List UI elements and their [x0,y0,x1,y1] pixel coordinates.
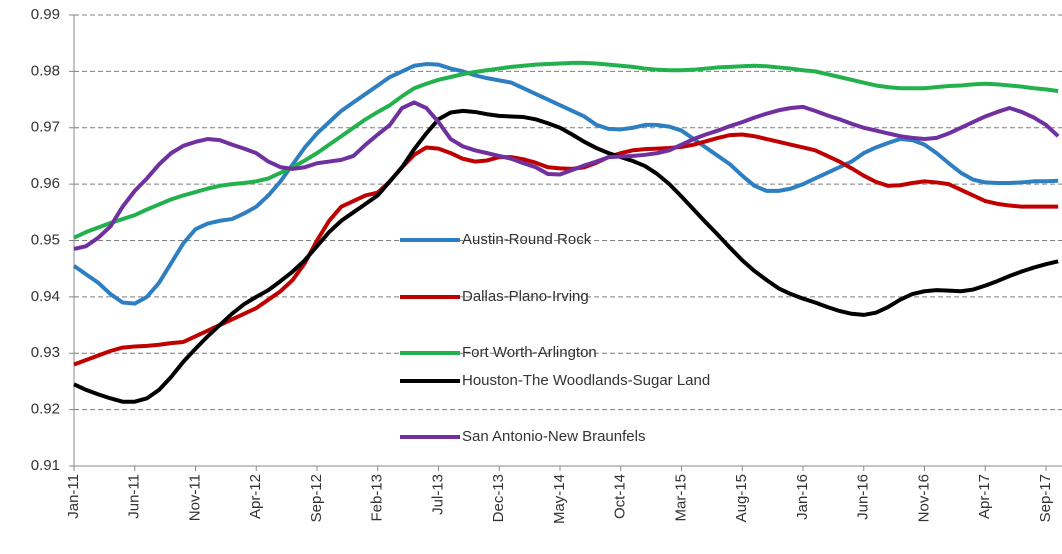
x-tick-label: Sep-17 [1037,474,1054,522]
x-tick-label: Dec-13 [490,474,507,522]
x-tick-label: Aug-15 [733,474,750,522]
x-tick-label: Jul-13 [429,474,446,515]
x-tick-label: Jun-16 [855,474,872,520]
x-tick-label: Nov-11 [186,474,203,521]
y-tick-label: 0.95 [31,231,60,248]
legend-label: Houston-The Woodlands-Sugar Land [462,372,710,389]
x-tick-label: Jun-11 [126,474,143,519]
series-line [72,62,1059,306]
y-tick-label: 0.96 [31,175,60,192]
legend-label: Dallas-Plano-Irving [462,288,589,305]
series-line [73,60,1059,240]
x-tick-label: Jan-16 [794,474,811,520]
y-tick-label: 0.91 [31,457,60,474]
series-line [73,108,1059,404]
series-line [73,132,1059,367]
series-line [73,100,1060,251]
legend-label: San Antonio-New Braunfels [462,428,645,445]
x-tick-label: Sep-12 [308,474,325,522]
x-tick-label: Apr-17 [976,474,993,519]
x-tick-label: Jan-11 [65,474,82,519]
x-tick-label: Apr-12 [247,474,264,519]
x-tick-label: Nov-16 [915,474,932,522]
y-tick-label: 0.94 [31,288,60,305]
x-tick-label: May-14 [551,474,568,524]
y-tick-label: 0.99 [31,6,60,23]
y-tick-label: 0.93 [31,344,60,361]
y-tick-label: 0.92 [31,401,60,418]
x-tick-label: Feb-13 [369,474,386,522]
y-tick-label: 0.97 [31,119,60,136]
y-tick-label: 0.98 [31,62,60,79]
legend-label: Austin-Round Rock [462,231,592,248]
legend-label: Fort Worth-Arlington [462,344,597,361]
x-tick-label: Oct-14 [612,474,629,519]
x-tick-label: Mar-15 [672,474,689,522]
